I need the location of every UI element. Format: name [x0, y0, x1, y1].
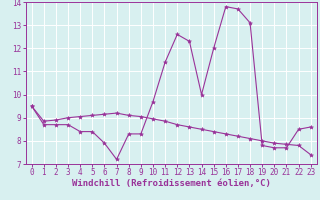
- X-axis label: Windchill (Refroidissement éolien,°C): Windchill (Refroidissement éolien,°C): [72, 179, 271, 188]
